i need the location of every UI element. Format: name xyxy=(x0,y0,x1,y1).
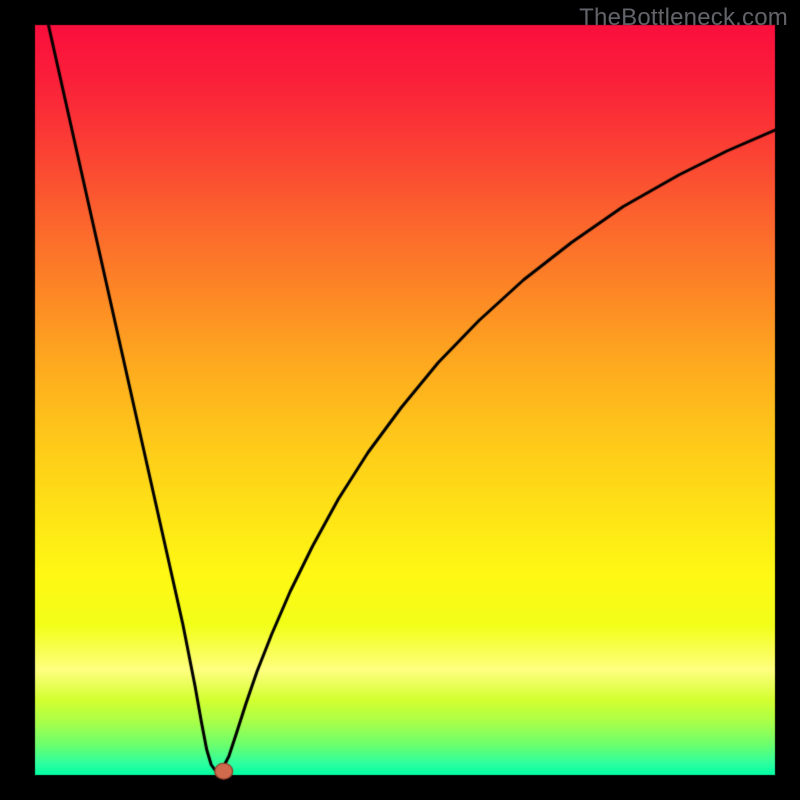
chart-container: TheBottleneck.com xyxy=(0,0,800,800)
watermark-text: TheBottleneck.com xyxy=(579,4,788,32)
bottleneck-chart-canvas xyxy=(0,0,800,800)
